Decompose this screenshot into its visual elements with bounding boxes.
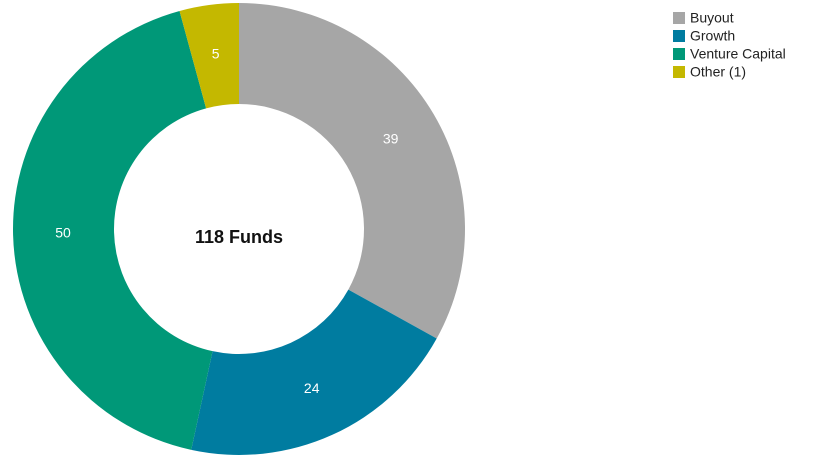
- slice-label: 5: [212, 45, 220, 61]
- legend-swatch: [673, 66, 685, 78]
- legend-label: Growth: [690, 28, 735, 44]
- slice-label: 24: [304, 380, 320, 396]
- legend-swatch: [673, 48, 685, 60]
- legend-swatch: [673, 30, 685, 42]
- legend-label: Venture Capital: [690, 46, 786, 62]
- slice: [12, 10, 213, 450]
- legend-label: Buyout: [690, 10, 734, 26]
- legend-label: Other (1): [690, 64, 746, 80]
- slice: [191, 289, 437, 456]
- slice-label: 39: [383, 130, 399, 146]
- center-label: 118 Funds: [195, 227, 283, 247]
- legend-swatch: [673, 12, 685, 24]
- slice: [239, 3, 466, 339]
- slice: [179, 3, 239, 109]
- slice-label: 50: [55, 224, 71, 240]
